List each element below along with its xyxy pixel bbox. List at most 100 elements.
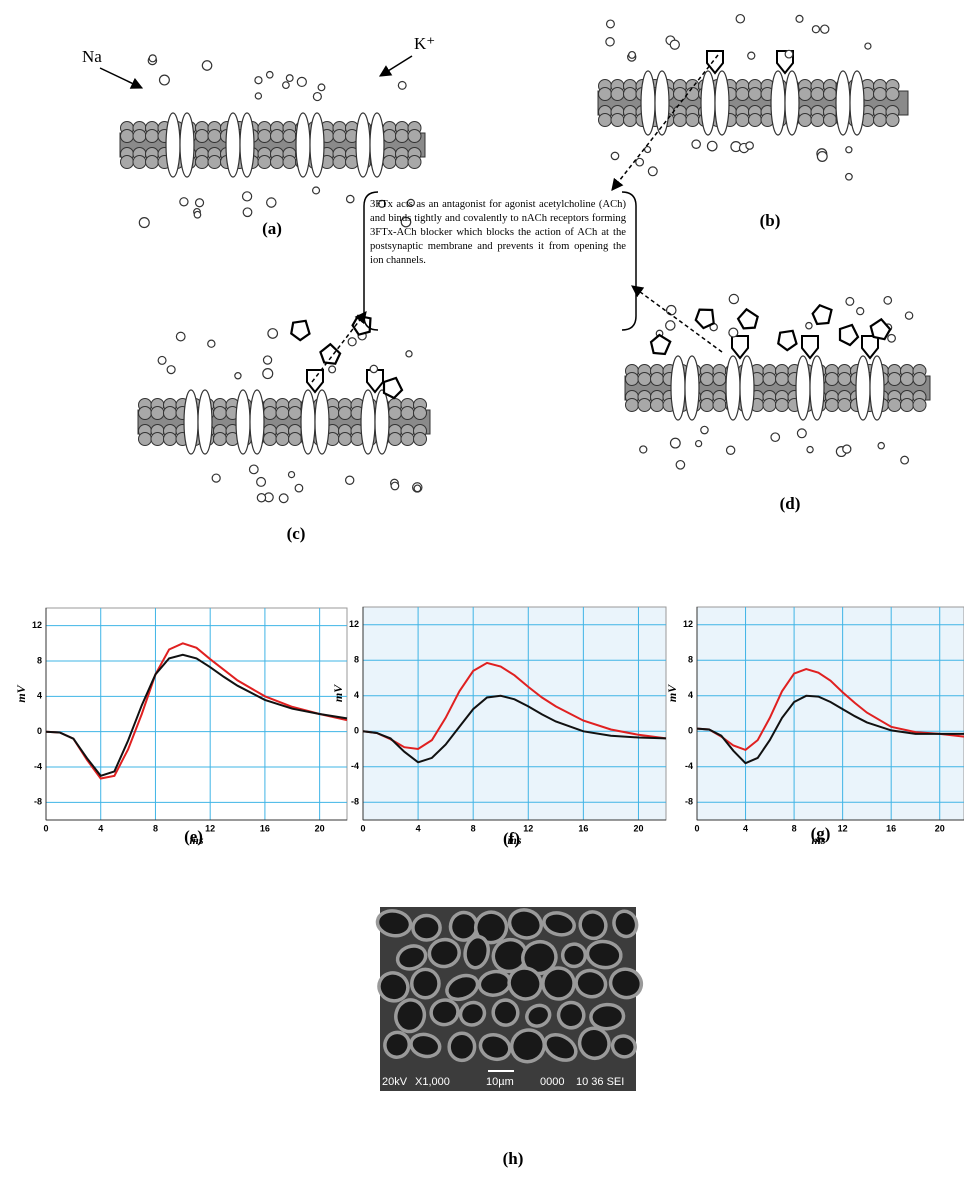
ion [346, 476, 354, 484]
lipid-head [886, 114, 899, 127]
figure: Na K⁺ (a) (b) (c) (d) 3FTx acts as an an… [0, 0, 964, 1175]
panel-label: (e) [184, 827, 203, 846]
toxin [290, 319, 311, 342]
sem-tube [413, 915, 441, 940]
ion [243, 192, 252, 201]
lipid-head [283, 156, 296, 169]
x-tick-label: 4 [416, 823, 421, 833]
ion [797, 429, 806, 438]
ion [329, 366, 336, 373]
lipid-head [763, 373, 776, 386]
lipid-head [811, 88, 824, 101]
channel [641, 71, 655, 135]
lipid-head [383, 156, 396, 169]
panel-label: (a) [262, 219, 282, 238]
lipid-head [611, 114, 624, 127]
y-tick-label: -4 [685, 761, 693, 771]
channel [166, 113, 180, 177]
ion [701, 426, 708, 433]
ion [607, 20, 615, 28]
lipid-head [258, 156, 271, 169]
lipid-head [389, 433, 402, 446]
toxin [647, 332, 674, 359]
x-tick-label: 12 [205, 823, 215, 833]
plot-area [363, 607, 666, 820]
lipid-head [271, 130, 284, 143]
lipid-head [776, 399, 789, 412]
ion [313, 93, 321, 101]
lipid-head [258, 130, 271, 143]
channel [870, 356, 884, 420]
lipid-head [214, 433, 227, 446]
lipid-head [333, 130, 346, 143]
lipid-head [276, 433, 289, 446]
blocker [732, 336, 748, 358]
ion [176, 332, 185, 341]
channel [655, 71, 669, 135]
lipid-head [611, 88, 624, 101]
ion [249, 465, 258, 474]
ion [606, 38, 614, 46]
ion [846, 173, 853, 180]
channel [361, 390, 375, 454]
ion [288, 472, 294, 478]
plot-area [46, 608, 347, 820]
ion [771, 433, 780, 442]
ion [202, 61, 211, 70]
lipid-head [888, 373, 901, 386]
y-tick-label: 8 [688, 655, 693, 665]
ion [729, 328, 738, 337]
ion [318, 84, 325, 91]
ion [821, 25, 829, 33]
y-axis-label: mV [665, 684, 679, 702]
lipid-head [799, 114, 812, 127]
ion [263, 369, 273, 379]
ion [611, 152, 618, 159]
lipid-head [599, 88, 612, 101]
x-tick-label: 16 [260, 823, 270, 833]
x-tick-label: 8 [153, 823, 158, 833]
lipid-head [396, 156, 409, 169]
channel [236, 390, 250, 454]
lipid-head [196, 156, 209, 169]
lipid-head [638, 399, 651, 412]
ion [208, 340, 215, 347]
plot-area [697, 607, 964, 820]
ion [676, 461, 684, 469]
sem-caption: 10 36 SEI [576, 1076, 624, 1088]
lipid-head [799, 88, 812, 101]
y-tick-label: 4 [354, 690, 359, 700]
channel [850, 71, 864, 135]
blocker [307, 370, 323, 392]
channel [296, 113, 310, 177]
channel [310, 113, 324, 177]
y-axis-label: mV [331, 684, 345, 702]
y-tick-label: 12 [32, 620, 42, 630]
ion [196, 199, 204, 207]
y-tick-label: 12 [683, 619, 693, 629]
ion [263, 356, 271, 364]
ion [283, 82, 290, 89]
lipid-head [414, 407, 427, 420]
lipid-head [139, 407, 152, 420]
ion [267, 72, 273, 78]
lipid-head [713, 373, 726, 386]
lipid-head [289, 407, 302, 420]
ion [391, 482, 399, 490]
ion [235, 373, 241, 379]
ion-label: K⁺ [414, 34, 435, 53]
charts: 048121620-8-404812msmV(e)048121620-8-404… [14, 607, 964, 848]
ion [670, 438, 680, 448]
channel [375, 390, 389, 454]
lipid-head [886, 88, 899, 101]
lipid-head [776, 373, 789, 386]
y-tick-label: 8 [354, 655, 359, 665]
ion [888, 334, 896, 342]
lipid-head [736, 88, 749, 101]
ion [313, 187, 320, 194]
lipid-head [826, 373, 839, 386]
sem-caption: 10µm [486, 1076, 514, 1088]
ion [139, 218, 149, 228]
ion [286, 75, 293, 82]
lipid-head [638, 373, 651, 386]
